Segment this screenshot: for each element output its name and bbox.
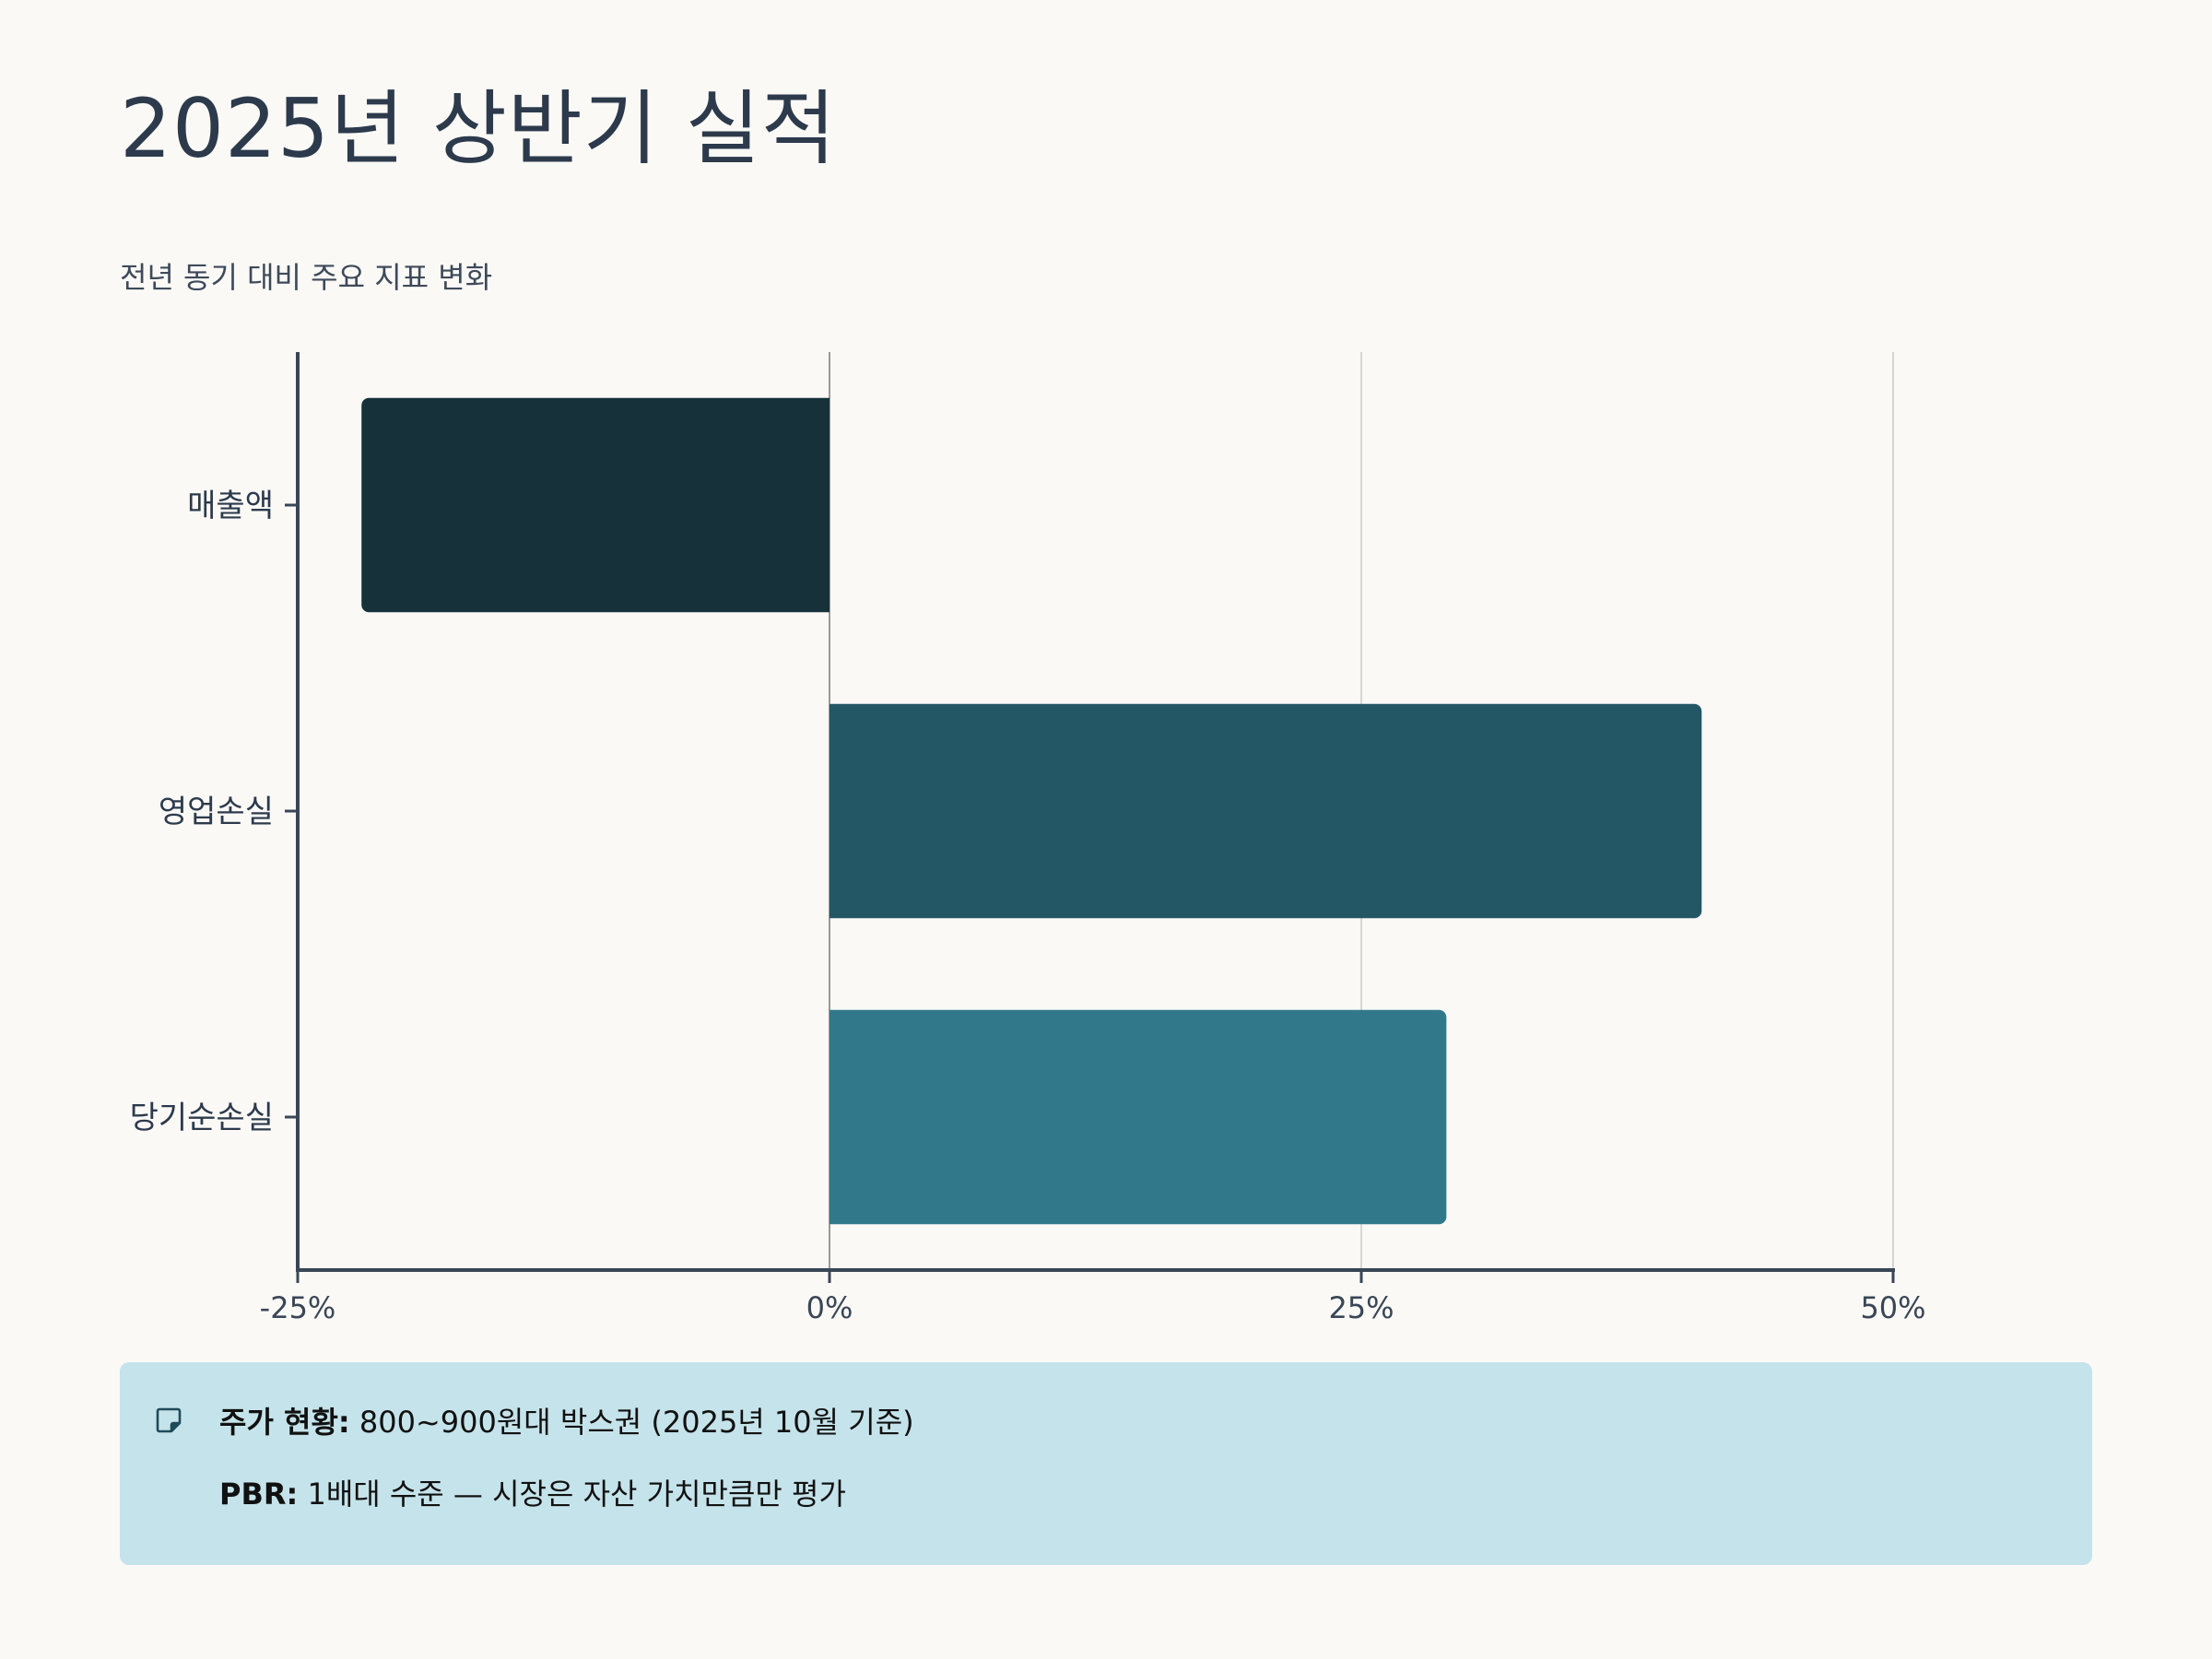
page-title: 2025년 상반기 실적: [120, 81, 837, 176]
bar-1: [361, 397, 830, 613]
x-tick-label: 0%: [806, 1290, 853, 1325]
category-label: 매출액: [187, 488, 274, 524]
note-box: 주가 현황: 800~900원대 박스권 (2025년 10월 기준) PBR:…: [120, 1362, 2092, 1565]
x-tick-label: 50%: [1860, 1290, 1925, 1325]
page-subtitle: 전년 동기 대비 주요 지표 변화: [120, 260, 493, 295]
note-label-pbr: PBR:: [219, 1477, 299, 1512]
axes: [285, 352, 1895, 1283]
category-label: 당기순손실: [130, 1100, 274, 1136]
note-line-stock: 주가 현황: 800~900원대 박스권 (2025년 10월 기준): [219, 1399, 914, 1441]
note-label-stock: 주가 현황:: [219, 1405, 350, 1440]
note-line-pbr: PBR: 1배대 수준 — 시장은 자산 가치만큼만 평가: [219, 1471, 846, 1513]
x-tick-label: -25%: [260, 1290, 336, 1325]
bars: [361, 397, 1702, 1225]
note-text-pbr: 1배대 수준 — 시장은 자산 가치만큼만 평가: [298, 1477, 846, 1512]
category-label: 영업손실: [159, 794, 274, 830]
x-tick-label: 25%: [1328, 1290, 1394, 1325]
bar-3: [830, 1009, 1447, 1225]
note-text-stock: 800~900원대 박스권 (2025년 10월 기준): [349, 1405, 914, 1440]
bar-2: [830, 703, 1702, 919]
sticky-note-icon: [156, 1407, 182, 1433]
